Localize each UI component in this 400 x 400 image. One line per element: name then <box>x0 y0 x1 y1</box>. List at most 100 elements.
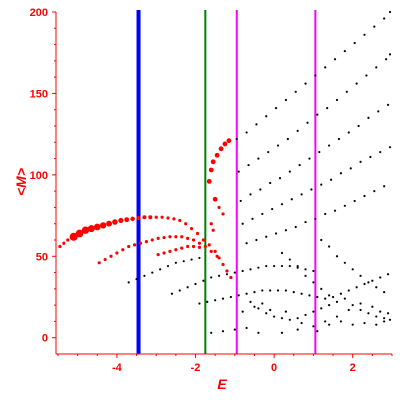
black-point <box>296 328 299 331</box>
red-point <box>103 257 107 262</box>
black-point <box>324 297 327 300</box>
black-point <box>296 264 299 268</box>
black-point <box>347 289 350 292</box>
black-point <box>314 74 317 77</box>
black-point <box>355 82 358 85</box>
red-point <box>218 146 224 152</box>
black-point <box>318 150 321 154</box>
black-point <box>383 320 386 323</box>
y-tick-label: 50 <box>36 251 48 263</box>
black-point <box>245 242 248 245</box>
black-point <box>300 292 303 295</box>
black-point <box>363 321 366 325</box>
black-point <box>280 331 284 334</box>
red-point <box>162 235 166 240</box>
black-point <box>328 294 331 297</box>
red-point <box>221 212 225 216</box>
black-point <box>351 304 354 307</box>
y-tick-label: 200 <box>30 7 48 19</box>
black-point <box>217 274 221 277</box>
black-point <box>143 274 146 277</box>
black-point <box>221 330 225 333</box>
black-point <box>249 268 252 271</box>
red-point <box>136 215 141 221</box>
black-point <box>383 185 386 188</box>
black-point <box>233 328 236 331</box>
black-point <box>386 103 390 106</box>
black-point <box>166 264 170 268</box>
black-point <box>206 300 209 303</box>
red-point <box>208 167 214 173</box>
red-point <box>178 218 182 223</box>
black-point <box>329 178 333 181</box>
black-point <box>304 313 307 317</box>
black-point <box>170 292 174 295</box>
black-point <box>367 281 370 284</box>
black-point <box>345 90 348 93</box>
black-point <box>269 308 272 312</box>
red-point <box>209 222 213 226</box>
black-point <box>241 310 244 313</box>
black-point <box>371 279 374 282</box>
black-point <box>245 131 248 134</box>
black-point <box>257 157 260 160</box>
red-point <box>172 217 176 221</box>
black-point <box>367 116 370 119</box>
red-point <box>168 249 172 253</box>
black-point <box>367 312 370 315</box>
red-point <box>115 251 119 255</box>
black-point <box>261 212 264 216</box>
black-point <box>337 137 341 141</box>
black-point <box>296 129 299 132</box>
black-point <box>294 90 297 93</box>
black-point <box>339 172 343 175</box>
black-point <box>174 261 177 264</box>
black-point <box>335 315 339 318</box>
black-point <box>363 194 366 198</box>
black-point <box>375 286 378 289</box>
black-point <box>333 209 337 212</box>
red-point <box>168 235 172 239</box>
black-point <box>312 310 315 313</box>
black-point <box>343 204 346 207</box>
black-point <box>221 297 225 300</box>
black-point <box>343 49 346 53</box>
black-point <box>198 256 201 260</box>
y-axis-label: <M> <box>13 168 29 196</box>
red-point <box>160 215 164 219</box>
black-point <box>312 269 315 273</box>
black-point <box>249 300 252 303</box>
black-point <box>253 305 256 308</box>
red-point <box>93 223 101 231</box>
black-point <box>255 123 258 126</box>
black-point <box>353 199 356 203</box>
red-point <box>142 215 147 220</box>
black-point <box>288 258 291 261</box>
black-point <box>388 10 392 14</box>
black-point <box>273 315 276 318</box>
black-point <box>261 289 264 292</box>
black-point <box>257 307 260 310</box>
black-point <box>339 292 343 295</box>
black-point <box>363 33 366 36</box>
red-point <box>75 229 84 238</box>
y-tick-label: 100 <box>30 170 48 182</box>
black-point <box>365 74 368 77</box>
red-point <box>207 243 211 247</box>
black-point <box>388 318 392 321</box>
red-point <box>229 275 233 280</box>
black-point <box>288 264 291 268</box>
black-point <box>383 291 386 294</box>
black-point <box>198 302 201 305</box>
black-point <box>127 281 130 284</box>
black-point <box>284 310 287 313</box>
black-point <box>265 312 268 315</box>
black-point <box>194 282 197 286</box>
black-point <box>308 294 311 297</box>
red-point <box>214 152 220 158</box>
black-point <box>308 157 311 160</box>
black-point <box>386 273 390 276</box>
black-point <box>375 315 378 318</box>
black-point <box>388 53 392 56</box>
x-tick-label: 2 <box>350 362 356 374</box>
